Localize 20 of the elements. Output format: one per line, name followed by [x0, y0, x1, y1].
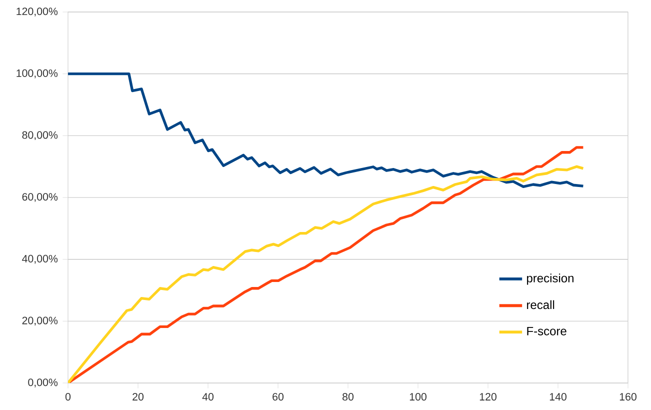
- y-tick-label: 120,00%: [16, 8, 58, 16]
- y-tick-label: 100,00%: [16, 69, 58, 78]
- legend-label: F-score: [527, 326, 566, 336]
- y-tick-label: 20,00%: [22, 316, 58, 326]
- x-tick-label: 20: [132, 393, 144, 401]
- y-tick-label: 80,00%: [22, 131, 58, 140]
- x-tick-label: 140: [550, 393, 566, 401]
- legend-label: recall: [527, 300, 554, 310]
- y-tick-label: 40,00%: [22, 254, 58, 264]
- x-tick-label: 60: [272, 393, 284, 401]
- line-series: [68, 72, 585, 188]
- x-tick-label: 0: [65, 393, 71, 401]
- x-tick-label: 100: [410, 393, 426, 401]
- y-tick-label: 0,00%: [28, 378, 58, 388]
- x-tick-label: 160: [620, 393, 636, 401]
- x-tick-label: 40: [202, 393, 214, 401]
- y-tick-label: 60,00%: [22, 193, 58, 202]
- legend-label: precision: [526, 274, 574, 285]
- x-tick-label: 80: [342, 393, 354, 401]
- x-tick-label: 120: [480, 393, 496, 401]
